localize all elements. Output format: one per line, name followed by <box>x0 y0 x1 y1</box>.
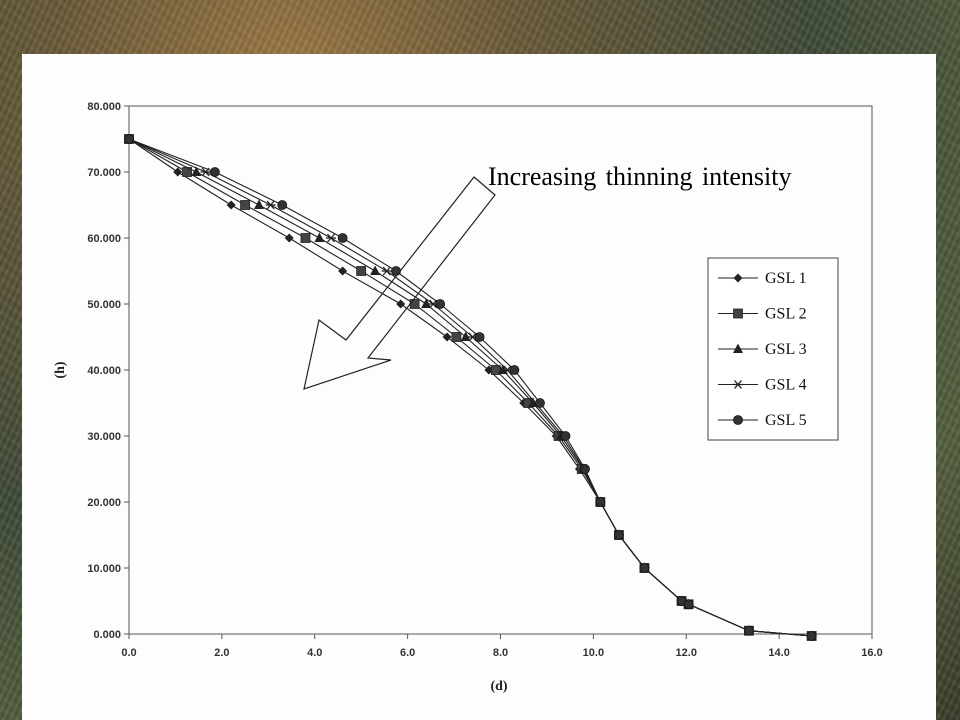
y-tick-label: 0.000 <box>93 629 121 641</box>
y-tick-label: 10.000 <box>87 563 121 575</box>
legend-label: GSL 1 <box>765 270 807 287</box>
axis-ticks: 0.000 10.000 20.000 30.000 40.000 50.000 60.00… <box>87 101 882 659</box>
diamond-marker <box>226 200 236 210</box>
legend-label: GSL 4 <box>765 377 807 394</box>
y-tick-label: 70.000 <box>87 167 121 179</box>
arrow-layer <box>303 176 496 390</box>
legend-item: GSL 3 <box>718 341 807 358</box>
x-axis-title: (d) <box>490 679 507 694</box>
x-tick-label: 8.0 <box>493 647 508 659</box>
x-tick-label: 14.0 <box>768 647 789 659</box>
diamond-marker <box>338 266 348 276</box>
triangle-marker <box>370 265 381 275</box>
legend-item: GSL 5 <box>718 412 807 429</box>
series-lines <box>124 133 817 641</box>
y-tick-label: 30.000 <box>87 431 121 443</box>
diamond-marker <box>733 273 743 283</box>
triangle-marker <box>421 298 432 308</box>
y-tick-label: 20.000 <box>87 497 121 509</box>
circle-marker <box>744 625 754 636</box>
circle-marker <box>391 266 401 276</box>
circle-marker <box>509 365 520 375</box>
circle-marker <box>595 497 606 507</box>
legend-item: GSL 4 <box>718 377 807 394</box>
circle-marker <box>277 200 288 210</box>
legend: GSL 1 GSL 2 GSL 3 GSL 4 GSL 5 <box>707 257 839 441</box>
legend-label: GSL 3 <box>765 341 807 358</box>
y-tick-label: 80.000 <box>87 101 121 113</box>
diamond-marker <box>284 233 294 243</box>
circle-marker <box>580 464 590 474</box>
star-marker <box>733 380 743 389</box>
triangle-marker <box>314 232 325 242</box>
square-marker <box>356 266 367 276</box>
annotation-text: Increasing thinning intensity <box>488 162 792 191</box>
circle-marker <box>560 431 571 441</box>
circle-marker <box>639 563 650 573</box>
diamond-marker <box>442 332 452 342</box>
triangle-marker <box>460 331 471 341</box>
circle-marker <box>535 398 545 408</box>
y-tick-label: 40.000 <box>87 365 121 377</box>
legend-item: GSL 1 <box>718 270 807 287</box>
chart-panel: 0.000 10.000 20.000 30.000 40.000 50.000 60.00… <box>22 54 936 720</box>
x-tick-label: 0.0 <box>121 647 136 659</box>
circle-marker <box>806 631 817 641</box>
square-marker <box>300 233 311 243</box>
triangle-marker <box>254 199 265 209</box>
legend-item: GSL 2 <box>718 306 807 323</box>
x-tick-label: 4.0 <box>307 647 322 659</box>
circle-marker <box>210 167 220 177</box>
star-marker <box>265 200 276 210</box>
square-marker <box>240 200 250 210</box>
triangle-marker <box>733 343 743 353</box>
triangle-marker <box>191 166 202 176</box>
star-marker <box>326 233 337 243</box>
legend-label: GSL 2 <box>765 306 807 323</box>
legend-label: GSL 5 <box>765 412 807 429</box>
square-marker <box>409 299 420 309</box>
line-chart: 0.000 10.000 20.000 30.000 40.000 50.000 60.00… <box>53 101 883 694</box>
x-tick-label: 12.0 <box>676 647 697 659</box>
y-tick-label: 50.000 <box>87 299 121 311</box>
circle-marker <box>474 332 485 342</box>
star-marker <box>381 266 392 276</box>
series-gsl-5 <box>124 134 817 641</box>
x-tick-label: 16.0 <box>861 647 882 659</box>
x-tick-label: 6.0 <box>400 647 415 659</box>
x-tick-label: 10.0 <box>583 647 604 659</box>
circle-marker <box>733 415 743 425</box>
circle-marker <box>435 299 446 309</box>
square-marker <box>733 308 743 319</box>
x-tick-label: 2.0 <box>214 647 229 659</box>
arrow-shape <box>303 176 496 390</box>
circle-marker <box>614 530 624 540</box>
y-tick-label: 60.000 <box>87 233 121 245</box>
diamond-marker <box>396 299 406 309</box>
circle-marker <box>683 599 694 610</box>
y-axis-title: (h) <box>53 361 68 378</box>
circle-marker <box>337 233 348 243</box>
diamond-marker <box>173 167 183 177</box>
circle-marker <box>124 134 134 144</box>
square-marker <box>451 332 462 342</box>
